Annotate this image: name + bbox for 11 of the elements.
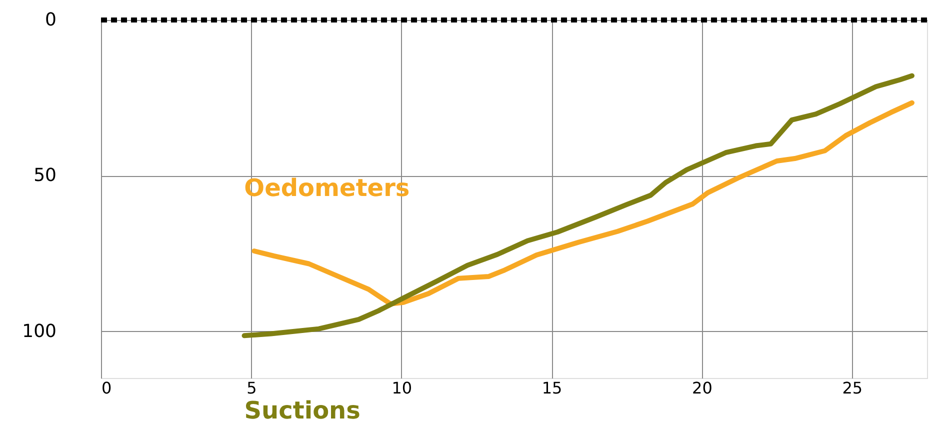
- text: Oedometers: [244, 174, 410, 202]
- x-tick-label: 10: [392, 378, 412, 398]
- y-tick-label: 0: [45, 10, 56, 30]
- x-tick-label: 25: [842, 378, 863, 398]
- x-tick-label: 5: [246, 378, 257, 398]
- text: Suctions: [244, 396, 360, 425]
- y-tick-label: 50: [34, 165, 56, 186]
- x-tick-label: 20: [692, 378, 712, 398]
- x-tick-label: 0: [102, 378, 112, 398]
- x-tick-label: 15: [542, 378, 562, 398]
- y-tick-label: 100: [22, 320, 56, 342]
